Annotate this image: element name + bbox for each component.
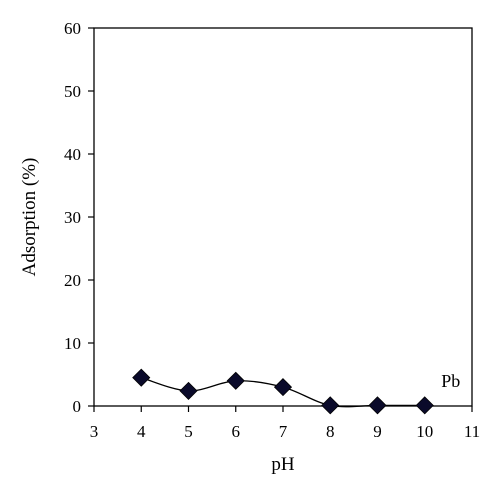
data-point-marker: [132, 368, 151, 387]
x-tick-label: 11: [464, 422, 480, 441]
x-tick-label: 4: [137, 422, 146, 441]
data-point-marker: [273, 378, 293, 397]
y-axis-label: Adsorption (%): [19, 158, 40, 277]
y-tick-label: 10: [64, 334, 81, 353]
y-axis-ticks: 0 10 20 30 40 50 60: [64, 19, 94, 416]
y-tick-label: 40: [64, 145, 81, 164]
data-point-marker: [321, 396, 340, 415]
data-point-marker: [226, 371, 245, 390]
x-tick-label: 6: [232, 422, 241, 441]
series-annotation: Pb: [441, 371, 460, 391]
y-tick-label: 60: [64, 19, 81, 38]
y-tick-label: 20: [64, 271, 81, 290]
data-point-marker: [368, 396, 387, 415]
x-axis-label: pH: [271, 454, 295, 475]
x-tick-label: 9: [373, 422, 382, 441]
series-layer: [132, 368, 434, 415]
plot-frame: [93, 27, 473, 407]
y-tick-label: 0: [73, 397, 82, 416]
annotation-layer: Pb: [441, 371, 460, 391]
data-point-marker: [415, 396, 434, 415]
x-tick-label: 7: [279, 422, 288, 441]
x-tick-label: 3: [90, 422, 99, 441]
data-point-marker: [179, 381, 198, 400]
y-tick-label: 30: [64, 208, 81, 227]
x-tick-label: 5: [184, 422, 193, 441]
y-tick-label: 50: [64, 82, 81, 101]
x-tick-label: 8: [326, 422, 335, 441]
x-axis-ticks: 3 4 5 6 7 8 9 10 11: [90, 406, 480, 441]
x-tick-label: 10: [416, 422, 433, 441]
